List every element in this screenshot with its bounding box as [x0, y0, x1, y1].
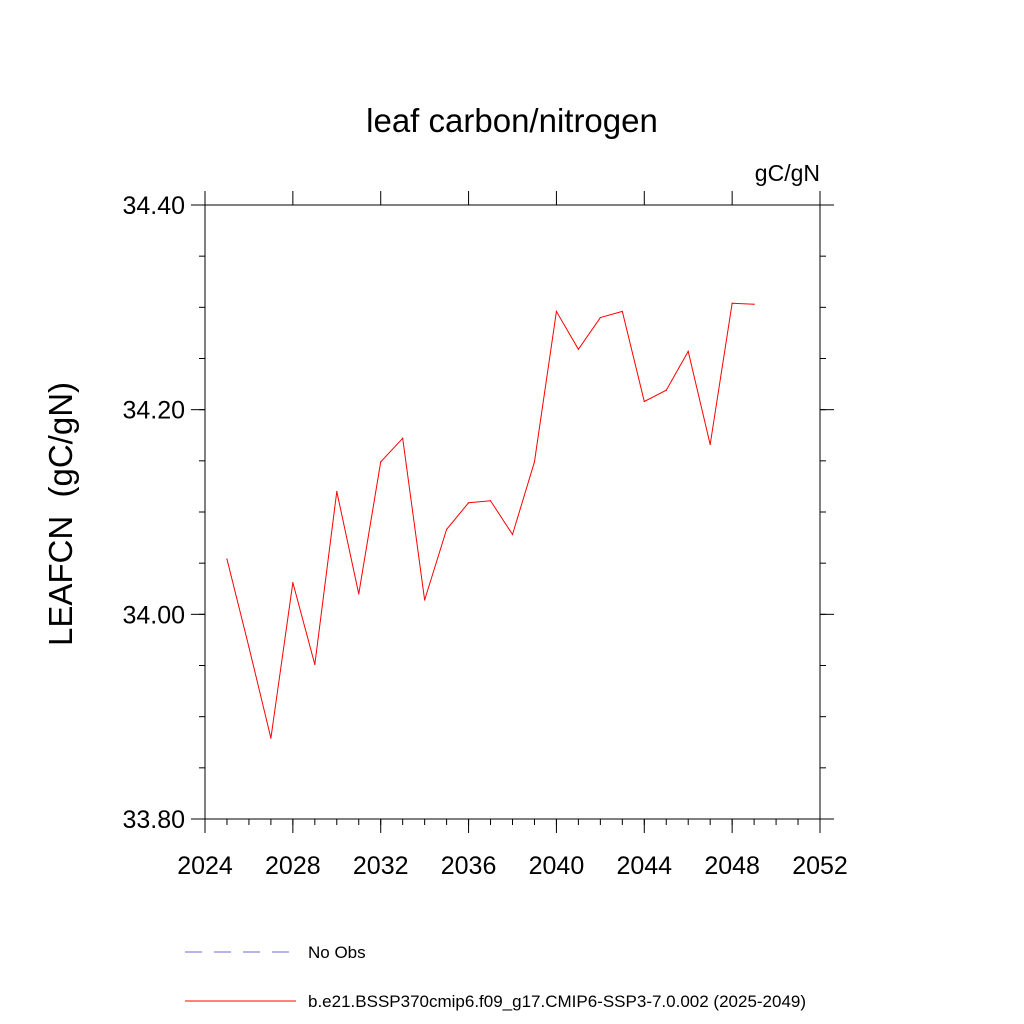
data-point	[402, 437, 404, 439]
data-point	[336, 490, 338, 493]
data-point	[446, 528, 448, 530]
data-point	[533, 461, 536, 463]
legend-label: b.e21.BSSP370cmip6.f09_g17.CMIP6-SSP3-7.…	[308, 992, 806, 1011]
x-tick-label: 2040	[529, 852, 585, 880]
data-point	[489, 500, 492, 502]
plot-frame	[204, 204, 821, 820]
series-layer	[226, 302, 755, 739]
x-tick-label: 2036	[441, 852, 497, 880]
data-point	[424, 599, 426, 601]
data-point	[270, 737, 272, 739]
data-point	[665, 389, 667, 391]
y-tick-label: 33.80	[122, 806, 185, 834]
series-line	[226, 302, 755, 739]
plot-axes: 33.80 34.00 34.20 34.40 2024 2028 2032 2036 2040…	[122, 191, 848, 880]
data-point	[380, 461, 382, 463]
y-tick-label: 34.00	[122, 601, 185, 629]
chart-title: leaf carbon/nitrogen	[366, 102, 658, 139]
legend-label: No Obs	[308, 943, 366, 962]
x-tick-label: 2052	[792, 852, 848, 880]
units-label: gC/gN	[755, 160, 820, 186]
data-point	[731, 302, 733, 304]
data-point	[753, 303, 755, 305]
legend: No Obs b.e21.BSSP370cmip6.f09_g17.CMIP6-S…	[185, 943, 806, 1011]
y-axis-label: LEAFCN (gC/gN)	[42, 382, 79, 646]
data-point	[709, 443, 711, 446]
data-point	[621, 310, 623, 313]
data-point	[511, 533, 514, 536]
data-point	[292, 582, 294, 584]
y-tick-label: 34.20	[122, 397, 185, 425]
y-tick-label: 34.40	[122, 192, 185, 220]
x-tick-label: 2032	[353, 852, 409, 880]
x-tick-label: 2024	[177, 852, 233, 880]
data-point	[577, 348, 579, 350]
data-point	[358, 593, 360, 595]
x-tick-label: 2028	[265, 852, 321, 880]
data-point	[687, 350, 689, 352]
data-point	[314, 663, 316, 666]
data-point	[226, 558, 228, 560]
data-point	[248, 646, 250, 648]
x-tick-label: 2048	[704, 852, 760, 880]
data-point	[643, 400, 645, 403]
data-point	[599, 316, 601, 319]
data-point	[467, 502, 470, 504]
x-tick-label: 2044	[616, 852, 672, 880]
data-point	[555, 310, 558, 313]
